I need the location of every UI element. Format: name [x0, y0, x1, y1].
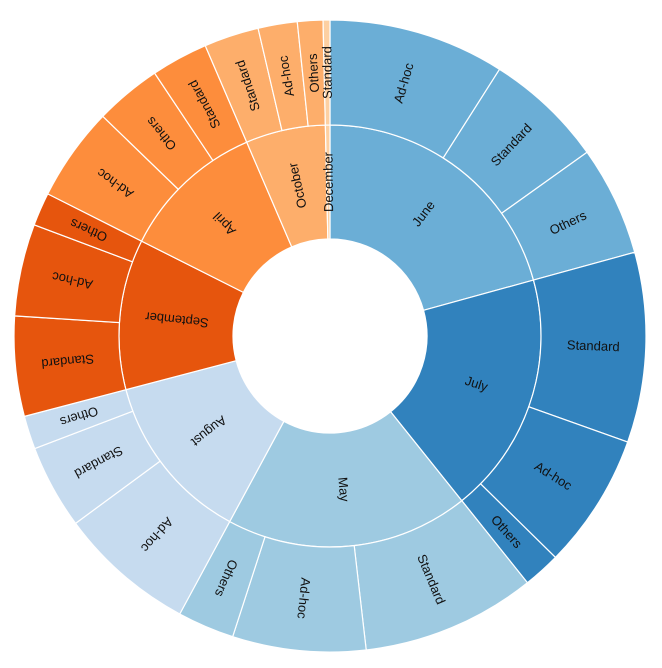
segment-june-ad-hoc[interactable]: Ad-hoc	[329, 19, 501, 159]
segment-december-standard-arc[interactable]	[322, 19, 331, 126]
segment-october-ad-hoc[interactable]: Ad-hoc	[257, 21, 309, 132]
segment-may-standard[interactable]: Standard	[353, 499, 529, 651]
segment-december-standard-label: Standard	[319, 46, 335, 99]
segment-october-standard[interactable]: Standard	[204, 27, 283, 143]
month-december[interactable]: December	[320, 124, 336, 240]
segment-august-ad-hoc[interactable]: Ad-hoc	[74, 460, 231, 615]
segment-october-ad-hoc-label: Ad-hoc	[275, 54, 297, 98]
month-july-label: July	[463, 373, 490, 395]
segment-june-others[interactable]: Others	[500, 151, 636, 281]
month-may-label: May	[335, 476, 352, 502]
month-october[interactable]: October	[245, 124, 329, 248]
segment-september-standard-label: Standard	[41, 351, 95, 371]
segment-april-ad-hoc[interactable]: Ad-hoc	[46, 115, 180, 242]
segment-august-standard[interactable]: Standard	[33, 410, 161, 525]
segment-october-others-label: Others	[305, 53, 322, 93]
segment-december-standard[interactable]: Standard	[319, 19, 335, 126]
month-december-label: December	[320, 151, 336, 212]
segment-july-standard-label: Standard	[567, 337, 620, 354]
month-september[interactable]: September	[118, 240, 245, 391]
month-april[interactable]: April	[140, 141, 293, 294]
segment-may-others[interactable]: Others	[178, 520, 266, 638]
segment-september-standard[interactable]: Standard	[13, 315, 127, 418]
segment-may-ad-hoc-label: Ad-hoc	[294, 577, 313, 620]
segment-april-others[interactable]: Others	[101, 72, 214, 191]
month-september-label: September	[144, 309, 209, 331]
segment-october-others[interactable]: Others	[296, 19, 326, 127]
segment-september-others[interactable]: Others	[33, 193, 143, 263]
segment-july-standard[interactable]: Standard	[528, 251, 647, 443]
